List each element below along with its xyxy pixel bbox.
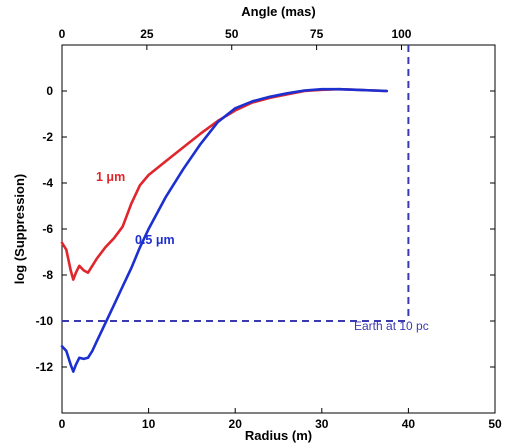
- y-tick-label: -8: [42, 268, 53, 282]
- y-tick-label: -12: [36, 360, 54, 374]
- y-tick-label: -2: [42, 130, 53, 144]
- series-line-0-5um: [60, 87, 389, 373]
- x-tick-label: 10: [142, 417, 156, 431]
- reference-layer: [62, 45, 410, 322]
- x-tick-label: 30: [315, 417, 329, 431]
- x-tick-label: 0: [59, 417, 66, 431]
- series-label-1um: 1 μm: [96, 170, 125, 184]
- top-tick-label: 75: [310, 27, 324, 41]
- reference-label: Earth at 10 pc: [354, 319, 429, 333]
- x-axis-title: Radius (m): [245, 428, 312, 443]
- tick-labels: 0 10 20 30 40 50 0 -2 -4 -6 -8 -10 -12 0 25 50 75 100: [36, 27, 502, 431]
- plot-frame: [61, 44, 496, 414]
- top-tick-label: 100: [391, 27, 411, 41]
- y-tick-label: -6: [42, 222, 53, 236]
- x-tick-label: 40: [402, 417, 416, 431]
- series-layer: [60, 87, 389, 373]
- top-tick-label: 0: [59, 27, 66, 41]
- top-tick-label: 50: [225, 27, 239, 41]
- y-tick-label: 0: [46, 84, 53, 98]
- y-axis-title: log (Suppression): [12, 174, 27, 285]
- top-tick-label: 25: [140, 27, 154, 41]
- x-tick-label: 50: [488, 417, 502, 431]
- top-axis-title: Angle (mas): [241, 4, 315, 19]
- y-tick-label: -10: [36, 314, 54, 328]
- x-tick-label: 20: [229, 417, 243, 431]
- tick-marks: [61, 45, 496, 413]
- y-tick-label: -4: [42, 176, 53, 190]
- series-label-0-5um: 0.5 μm: [135, 233, 175, 247]
